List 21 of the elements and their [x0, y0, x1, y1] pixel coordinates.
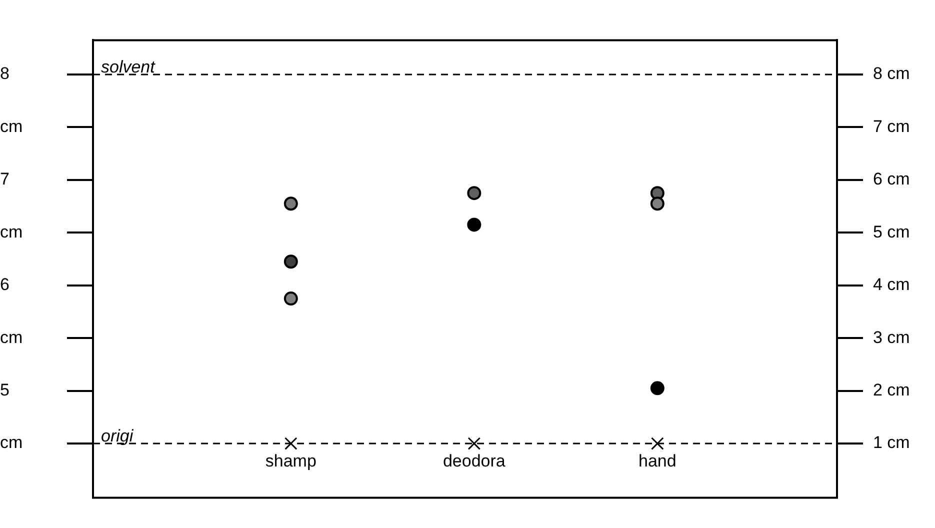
- y2-tick-label: 5 cm: [873, 222, 910, 242]
- y-tick-label: cm: [0, 116, 23, 136]
- y2-tick-label: 7 cm: [873, 116, 910, 136]
- y-tick-label: 7: [0, 170, 10, 189]
- y2-tick-label: 1 cm: [873, 433, 910, 452]
- y2-tick-label: 3 cm: [873, 328, 910, 347]
- y-tick-label: 6: [0, 275, 10, 294]
- y-tick-label: cm: [0, 328, 23, 347]
- y2-tick-label: 6 cm: [873, 170, 910, 189]
- ref-line-label: origi: [101, 426, 134, 446]
- y-tick-label: 5: [0, 380, 10, 400]
- x-tick-label: deodora: [442, 452, 506, 471]
- x-tick-label: shamp: [265, 452, 316, 471]
- y-tick-label: cm: [0, 222, 23, 242]
- y2-tick-label: 8 cm: [873, 64, 910, 84]
- ref-line-label: solvent: [101, 57, 156, 76]
- x-tick-label: hand: [638, 452, 676, 471]
- y-tick-label: cm: [0, 433, 23, 452]
- y-tick-label: 8: [0, 64, 10, 84]
- y2-tick-label: 2 cm: [873, 380, 910, 400]
- y2-tick-label: 4 cm: [873, 275, 910, 294]
